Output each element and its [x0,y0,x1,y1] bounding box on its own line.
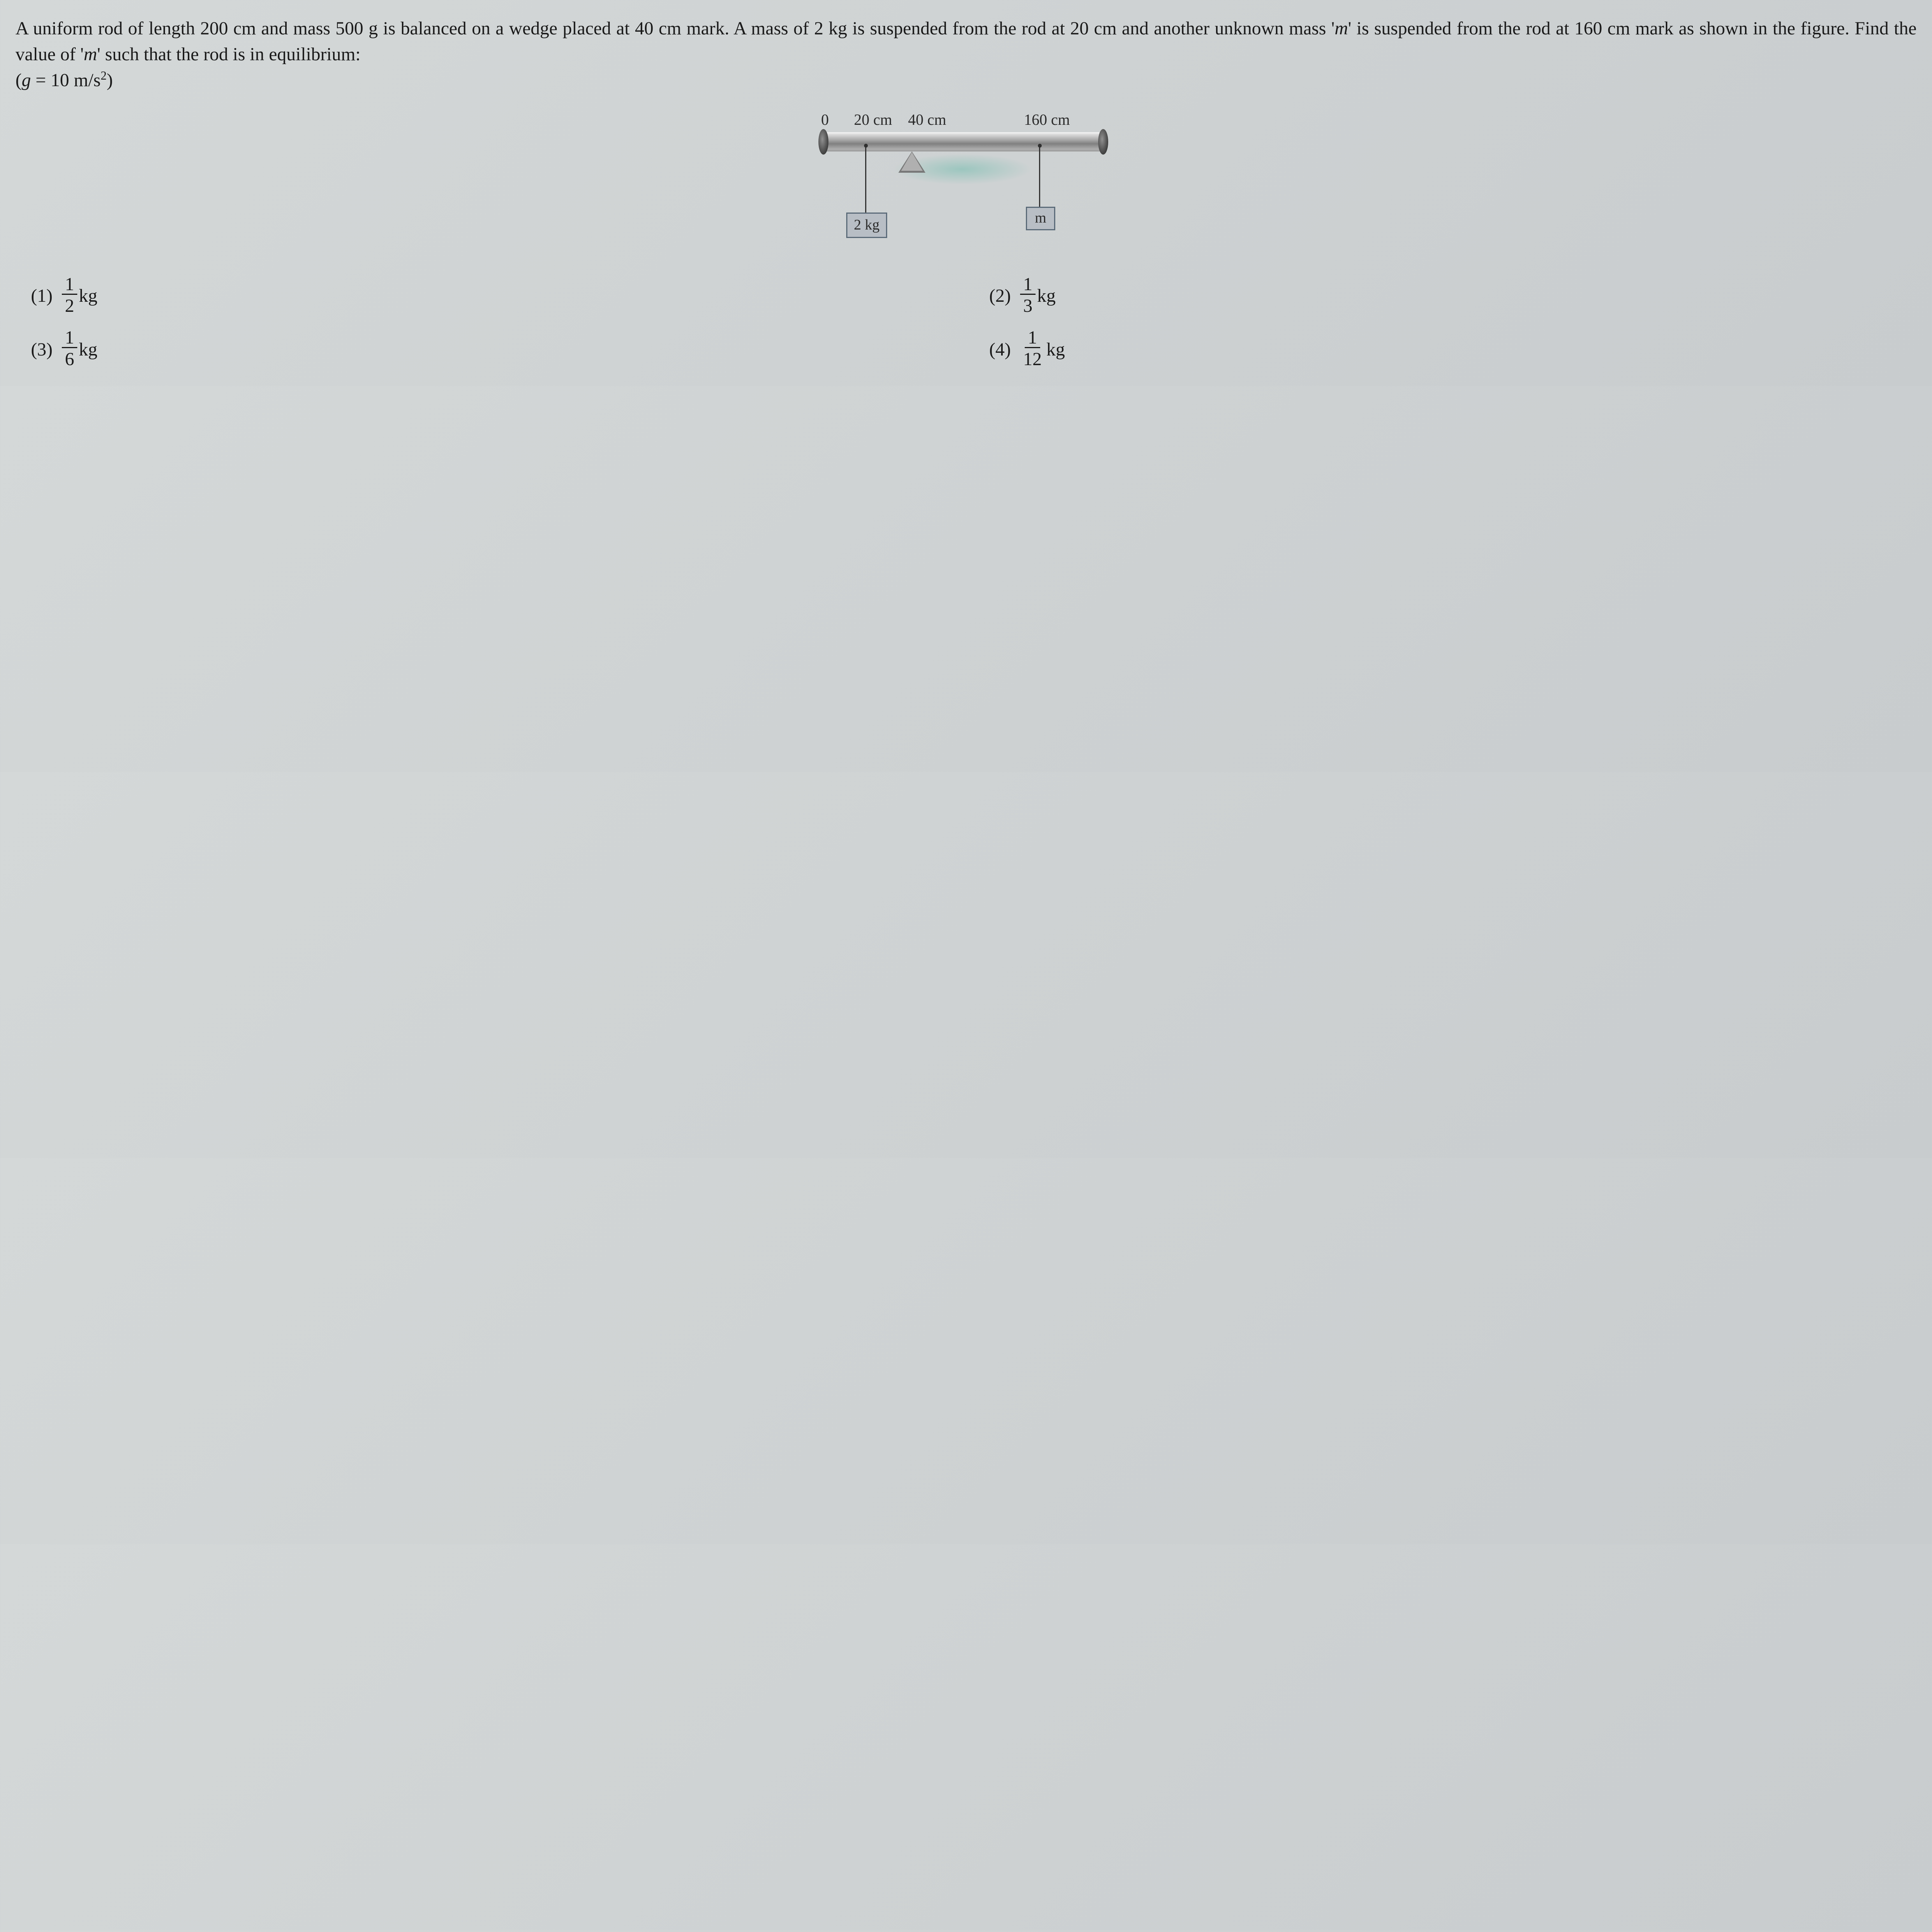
label-40cm: 40 cm [908,109,946,131]
problem-statement: A uniform rod of length 200 cm and mass … [15,15,1917,94]
text: ( [15,70,22,90]
denominator: 3 [1020,295,1036,317]
numerator: 1 [62,275,77,295]
option-number: (2) [989,283,1011,309]
mass-m-label: m [1035,208,1046,228]
fraction: 1 3 [1020,275,1036,317]
unit: kg [79,337,97,362]
variable-g: g [22,70,31,90]
value: 160 cm [1575,18,1630,39]
variable-m: m [84,44,97,65]
option-1: (1) 1 2 kg [31,275,958,317]
option-3: (3) 1 6 kg [31,328,958,371]
wedge-inner [901,152,923,171]
answer-options: (1) 1 2 kg (2) 1 3 kg (3) 1 6 kg (4) 1 1… [15,275,1917,371]
label-160cm: 160 cm [1024,109,1070,131]
option-number: (3) [31,337,53,362]
fraction: 1 2 [62,275,77,317]
value: 2 kg [814,18,847,39]
text: is suspended from the rod at [847,18,1070,39]
fraction: 1 12 [1020,328,1045,371]
option-number: (4) [989,337,1011,362]
unit: kg [1046,337,1065,362]
denominator: 2 [62,295,77,317]
text: and another unknown mass ' [1117,18,1335,39]
hanger-line-2kg [865,147,866,213]
unit: kg [79,283,97,309]
text: mark. A mass of [681,18,814,39]
rod-cap-left [818,129,828,155]
label-20cm: 20 cm [854,109,892,131]
numerator: 1 [1025,328,1040,348]
option-number: (1) [31,283,53,309]
variable-m: m [1335,18,1348,39]
value: 40 cm [635,18,681,39]
rod-diagram: 0 20 cm 40 cm 160 cm 2 kg m [792,101,1140,264]
mass-2kg-label: 2 kg [854,215,880,235]
option-2: (2) 1 3 kg [989,275,1917,317]
option-4: (4) 1 12 kg [989,328,1917,371]
exponent: 2 [100,69,107,82]
text: ) [107,70,113,90]
text: ' is suspended from the rod at [1348,18,1575,39]
text: A uniform rod of length [15,18,200,39]
hanger-line-m [1039,147,1040,207]
rod-cap-right [1098,129,1108,155]
value: 20 cm [1070,18,1117,39]
rod [823,132,1101,151]
value: 500 g [335,18,378,39]
text: ' such that the rod is in equilibrium: [97,44,361,65]
numerator: 1 [62,328,77,348]
mass-box-2kg: 2 kg [846,213,887,238]
denominator: 6 [62,348,77,371]
label-0cm: 0 [821,109,829,131]
mass-box-m: m [1026,207,1055,230]
value: 200 cm [200,18,256,39]
denominator: 12 [1020,348,1045,371]
text: = 10 m/s [31,70,100,90]
fraction: 1 6 [62,328,77,371]
numerator: 1 [1020,275,1036,295]
text: and mass [256,18,335,39]
unit: kg [1037,283,1056,309]
text: is balanced on a wedge placed at [378,18,635,39]
